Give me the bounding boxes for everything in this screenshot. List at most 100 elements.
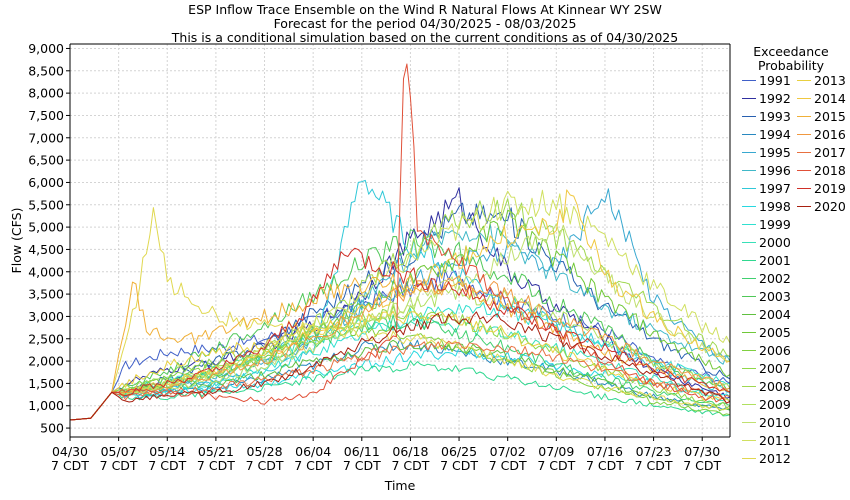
x-tick-date-label: 07/23 <box>636 444 672 459</box>
legend-item-1993: 1993 <box>742 110 791 124</box>
series-line-2018 <box>69 63 731 421</box>
y-tick-label: 2,500 <box>28 331 64 346</box>
y-tick-label: 1,000 <box>28 398 64 413</box>
series-line-2012 <box>69 207 731 421</box>
legend-item-2002: 2002 <box>742 272 791 286</box>
legend-item-2016: 2016 <box>797 128 846 142</box>
x-tick-date-label: 06/25 <box>441 444 477 459</box>
legend-item-1995: 1995 <box>742 146 791 160</box>
legend-swatch <box>742 440 756 441</box>
legend-swatch <box>742 314 756 315</box>
legend-swatch <box>797 134 811 135</box>
legend-label: 2007 <box>759 361 791 376</box>
legend-swatch <box>742 458 756 459</box>
y-tick-label: 500 <box>40 421 64 436</box>
y-tick-label: 4,000 <box>28 264 64 279</box>
legend-item-1997: 1997 <box>742 182 791 196</box>
legend-label: 2013 <box>814 73 846 88</box>
legend-swatch <box>742 242 756 243</box>
legend-swatch <box>742 188 756 189</box>
legend-label: 2001 <box>759 253 791 268</box>
legend-item-2003: 2003 <box>742 290 791 304</box>
legend-label: 1991 <box>759 73 791 88</box>
series-line-2006 <box>69 325 731 421</box>
legend-item-2011: 2011 <box>742 434 791 448</box>
y-tick-label: 9,000 <box>28 41 64 56</box>
legend-swatch <box>742 404 756 405</box>
series-line-2010 <box>69 223 731 421</box>
series-line-2002 <box>69 314 731 421</box>
x-tick-tz-label: 7 CDT <box>683 458 721 473</box>
series-line-2001 <box>69 360 731 421</box>
x-tick-date-label: 06/18 <box>392 444 428 459</box>
legend-swatch <box>742 152 756 153</box>
legend-label: 2012 <box>759 451 791 466</box>
x-tick-date-label: 06/04 <box>295 444 331 459</box>
series-line-1991 <box>69 269 731 421</box>
legend-item-2001: 2001 <box>742 254 791 268</box>
legend-swatch <box>742 350 756 351</box>
legend-item-2008: 2008 <box>742 380 791 394</box>
legend-swatch <box>797 116 811 117</box>
series-line-2019 <box>69 247 731 421</box>
x-tick-date-label: 05/07 <box>101 444 137 459</box>
series-line-1993 <box>69 202 731 421</box>
legend-swatch <box>797 188 811 189</box>
y-tick-label: 4,500 <box>28 242 64 257</box>
legend-item-2000: 2000 <box>742 236 791 250</box>
legend-item-1994: 1994 <box>742 128 791 142</box>
x-tick-date-label: 05/28 <box>247 444 283 459</box>
series-line-2011 <box>69 189 731 421</box>
y-tick-label: 8,500 <box>28 63 64 78</box>
x-tick-tz-label: 7 CDT <box>148 458 186 473</box>
legend-label: 1998 <box>759 199 791 214</box>
legend-title: Exceedance Probability <box>753 44 829 73</box>
legend-label: 2006 <box>759 343 791 358</box>
legend-label: 2018 <box>814 163 846 178</box>
legend-label: 1997 <box>759 181 791 196</box>
x-tick-tz-label: 7 CDT <box>197 458 235 473</box>
series-line-2000 <box>69 315 731 421</box>
legend-item-1992: 1992 <box>742 92 791 106</box>
legend-item-2006: 2006 <box>742 344 791 358</box>
legend-swatch <box>742 278 756 279</box>
x-tick-tz-label: 7 CDT <box>51 458 89 473</box>
legend-item-1996: 1996 <box>742 164 791 178</box>
x-tick-date-label: 07/30 <box>684 444 720 459</box>
series-line-2013 <box>69 310 731 421</box>
legend-label: 2019 <box>814 181 846 196</box>
legend-swatch <box>742 98 756 99</box>
y-tick-label: 3,500 <box>28 287 64 302</box>
legend-label: 2017 <box>814 145 846 160</box>
x-tick-date-label: 06/11 <box>344 444 380 459</box>
series-line-2020 <box>69 311 731 421</box>
legend-item-2012: 2012 <box>742 452 791 466</box>
legend-item-2014: 2014 <box>797 92 846 106</box>
x-axis-label: Time <box>384 478 416 493</box>
legend-label: 1996 <box>759 163 791 178</box>
y-tick-label: 5,000 <box>28 220 64 235</box>
legend-item-2018: 2018 <box>797 164 846 178</box>
legend-swatch <box>797 170 811 171</box>
legend-swatch <box>742 386 756 387</box>
x-tick-date-label: 04/30 <box>52 444 88 459</box>
legend-item-2004: 2004 <box>742 308 791 322</box>
x-tick-tz-label: 7 CDT <box>294 458 332 473</box>
x-tick-tz-label: 7 CDT <box>246 458 284 473</box>
x-tick-tz-label: 7 CDT <box>635 458 673 473</box>
legend-swatch <box>742 206 756 207</box>
series-line-1998 <box>69 347 731 421</box>
legend-label: 2005 <box>759 325 791 340</box>
legend-swatch <box>742 296 756 297</box>
x-tick-tz-label: 7 CDT <box>100 458 138 473</box>
x-tick-date-label: 07/09 <box>538 444 574 459</box>
legend-label: 2011 <box>759 433 791 448</box>
x-tick-date-label: 05/21 <box>198 444 234 459</box>
y-tick-label: 8,000 <box>28 86 64 101</box>
y-tick-label: 5,500 <box>28 197 64 212</box>
legend-swatch <box>742 422 756 423</box>
legend-swatch <box>742 332 756 333</box>
legend-label: 2010 <box>759 415 791 430</box>
x-tick-tz-label: 7 CDT <box>489 458 527 473</box>
x-tick-tz-label: 7 CDT <box>440 458 478 473</box>
